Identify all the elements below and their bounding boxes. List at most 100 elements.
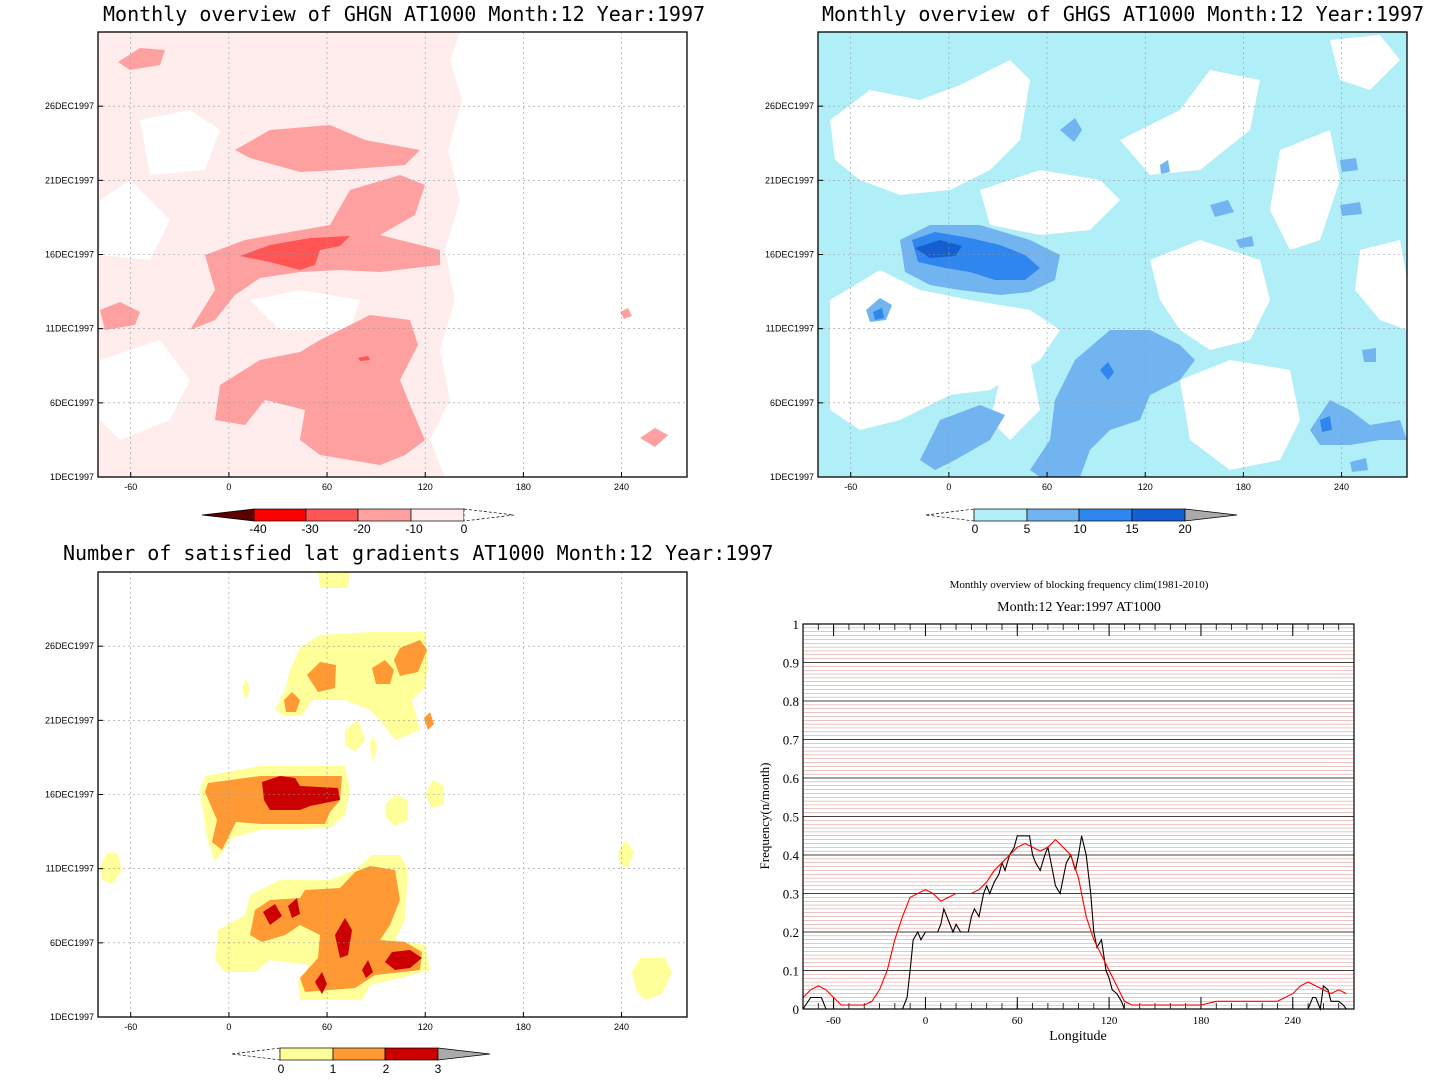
ghgn-zone-white (250, 290, 360, 330)
ghgn-colorbar-left-arrow (201, 508, 255, 522)
ghgn-zone-white (520, 40, 640, 110)
freq-x-axis-label: Longitude (1049, 1029, 1107, 1044)
lat-zone-2 (424, 712, 434, 730)
lat-zone-1 (370, 736, 377, 762)
ghgs-zone-15 (915, 240, 962, 258)
lat-axis-ticks: -60 0 60 120 180 240 1DEC1997 6DEC1997 11DEC1997… (45, 641, 629, 1032)
lat-colorbar: 0 1 2 3 (231, 1047, 491, 1076)
ghgs-zone-white (1180, 360, 1300, 470)
lat-zone-3 (335, 918, 352, 958)
ghgs-panel-title: Monthly overview of GHGS AT1000 Month:12… (822, 2, 1425, 26)
ghgs-zone-white (1330, 35, 1400, 90)
ghgn-grid (98, 32, 687, 477)
ghgn-zone-minus10 (640, 428, 668, 447)
lat-gradients-heatmap: -60 0 60 120 180 240 1DEC1997 6DEC1997 11DEC1997… (45, 571, 688, 1032)
ghgn-zone-minus10 (215, 315, 425, 465)
ghgs-axis-ticks: -60 0 60 120 180 240 1DEC1997 6DEC1997 11DEC1997… (765, 101, 1349, 492)
ghgs-colorbar-right-arrow (1184, 508, 1238, 522)
x-tick-label: 180 (516, 1022, 531, 1032)
x-tick-label: 0 (946, 482, 951, 492)
x-tick-label: 0 (226, 1022, 231, 1032)
x-tick-label: 180 (1236, 482, 1251, 492)
y-tick-label: 0.7 (783, 733, 800, 748)
y-tick-label: 26DEC1997 (765, 101, 814, 111)
ghgn-colorbar-swatch (305, 508, 359, 522)
y-tick-label: 0.9 (783, 656, 799, 671)
ghgs-zone-5 (1210, 200, 1234, 217)
lat-colorbar-label: 1 (330, 1062, 337, 1076)
blocking-frequency-chart: Monthly overview of blocking frequency c… (757, 579, 1355, 1044)
lat-zone-1 (618, 840, 634, 868)
ghgs-zone-white (1150, 240, 1270, 350)
ghgn-zone-minus10 (620, 308, 632, 319)
ghgs-colorbar-swatch (1026, 508, 1080, 522)
ghgn-zone-minus10 (235, 125, 420, 172)
ghgs-zone-5 (1310, 400, 1407, 445)
y-tick-label: 1 (793, 617, 800, 632)
ghgn-colorbar-label: -20 (353, 522, 371, 536)
ghgs-zone-5 (1362, 348, 1376, 362)
ghgn-zone-white (100, 180, 170, 260)
y-tick-label: 11DEC1997 (46, 864, 94, 874)
x-tick-label: 240 (1285, 1015, 1302, 1027)
ghgs-colorbar-left-arrow (925, 508, 975, 522)
ghgn-colorbar-swatch (410, 508, 465, 522)
y-tick-label: 0.6 (783, 771, 800, 786)
x-tick-label: 0 (226, 482, 231, 492)
y-tick-label: 16DEC1997 (45, 250, 94, 260)
ghgs-colorbar-label: 5 (1024, 522, 1031, 536)
lat-colorbar-label: 0 (278, 1062, 285, 1076)
lat-zone-3 (288, 898, 300, 918)
ghgn-zone-minus10 (100, 302, 140, 330)
ghgn-panel-title: Monthly overview of GHGN AT1000 Month:12… (103, 2, 706, 26)
y-tick-label: 21DEC1997 (765, 175, 814, 185)
ghgs-zone-10 (1320, 416, 1332, 432)
x-tick-label: -60 (124, 482, 137, 492)
ghgn-colorbar-label: 0 (461, 522, 468, 536)
lat-colorbar-label: 3 (435, 1062, 442, 1076)
lat-zone-3 (263, 904, 282, 925)
ghgs-zone-5 (1160, 160, 1170, 174)
y-tick-label: 21DEC1997 (45, 175, 94, 185)
y-tick-label: 1DEC1997 (770, 472, 814, 482)
lat-zone-1 (345, 720, 365, 752)
x-tick-label: 60 (322, 1022, 332, 1032)
lat-zone-1 (275, 632, 428, 740)
lat-zone-2 (307, 662, 336, 692)
lat-grid (98, 572, 687, 1017)
x-tick-label: 120 (1138, 482, 1153, 492)
ghgs-zone-10 (873, 308, 884, 320)
ghgs-zone-10 (1100, 362, 1114, 380)
lat-gradients-panel-title: Number of satisfied lat gradients AT1000… (63, 541, 774, 565)
ghgs-zone-white (980, 170, 1120, 235)
ghgn-colorbar-label: -30 (301, 522, 319, 536)
y-tick-label: 0.4 (783, 848, 800, 863)
lat-zone-2 (250, 866, 422, 992)
ghgs-colorbar-label: 20 (1178, 522, 1192, 536)
y-tick-label: 21DEC1997 (45, 715, 94, 725)
x-tick-label: 240 (1334, 482, 1349, 492)
ghgs-colorbar-label: 0 (972, 522, 979, 536)
x-tick-label: 60 (1012, 1015, 1024, 1027)
y-tick-label: 6DEC1997 (50, 398, 94, 408)
lat-zone-2 (372, 660, 394, 684)
lat-zone-1 (318, 572, 350, 588)
x-tick-label: 120 (418, 1022, 433, 1032)
freq-plot-frame (802, 623, 1355, 1010)
ghgn-zone-minus10 (118, 48, 165, 70)
lat-zone-3 (315, 972, 327, 994)
x-tick-label: 240 (614, 482, 629, 492)
y-tick-label: 6DEC1997 (770, 398, 814, 408)
ghgs-zone-5 (1340, 158, 1358, 172)
lat-zone-1 (385, 795, 408, 826)
ghgn-axis-ticks: -60 0 60 120 180 240 1DEC1997 6DEC1997 11DEC1997… (45, 101, 629, 492)
x-tick-label: 0 (923, 1015, 929, 1027)
ghgs-zone-white (830, 60, 1030, 195)
lat-zone-2 (394, 640, 427, 676)
ghgn-zone-white (140, 110, 220, 175)
lat-zone-3 (262, 776, 340, 810)
ghgn-colorbar-label: -10 (405, 522, 423, 536)
freq-plot-area: 0 0.1 0.2 0.3 0.4 0.5 0.6 0.7 0.8 0.9 1 -60 0 60 120 18… (783, 617, 1355, 1027)
x-tick-label: 240 (614, 1022, 629, 1032)
